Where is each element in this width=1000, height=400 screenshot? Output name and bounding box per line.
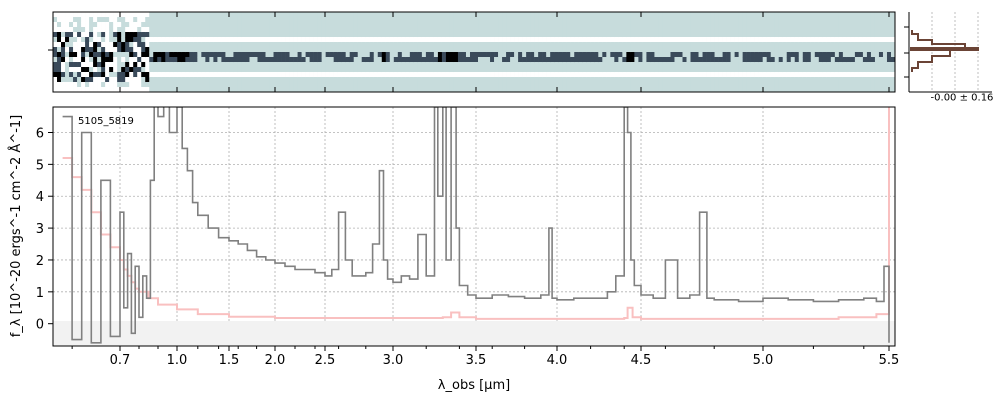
x-tick-label: 3.5 <box>466 353 487 368</box>
x-tick-label: 5.0 <box>753 353 774 368</box>
y-tick-label: 6 <box>36 126 44 141</box>
y-tick-label: 0 <box>36 318 44 333</box>
x-tick-label: 2.0 <box>265 353 286 368</box>
y-axis-label: f_λ [10^-20 ergs^-1 cm^-2 Å^-1] <box>8 115 24 338</box>
histogram-panel: -0.00 ± 0.16 <box>904 12 993 103</box>
spectrum-2d-panel <box>48 11 896 93</box>
x-tick-label: 0.7 <box>110 353 131 368</box>
x-tick-label: 1.0 <box>167 353 188 368</box>
spectrum-2d-frame <box>52 11 896 93</box>
y-tick-label: 3 <box>36 222 44 237</box>
histogram-label: -0.00 ± 0.16 <box>931 92 994 103</box>
x-tick-label: 1.5 <box>219 353 240 368</box>
x-tick-label: 3.0 <box>383 353 404 368</box>
y-tick-label: 4 <box>36 190 44 205</box>
y-tick-label: 2 <box>36 254 44 269</box>
x-tick-label: 2.5 <box>315 353 336 368</box>
flux-spectrum-line <box>62 107 890 344</box>
y-tick-label: 5 <box>36 158 44 173</box>
x-axis-label: λ_obs [μm] <box>438 378 510 393</box>
object-id-label: 5105_5819 <box>78 116 134 127</box>
x-tick-label: 4.0 <box>547 353 568 368</box>
x-tick-label: 5.5 <box>879 353 900 368</box>
y-tick-label: 1 <box>36 286 44 301</box>
spectrum-1d-frame <box>52 106 896 347</box>
spectrum-1d-panel: 0.7 1.0 1.5 2.0 2.5 3.0 3.5 4.0 4.5 5.0 5.5 0 1 2 3 4 5 6… <box>8 106 900 393</box>
histogram-peak <box>910 47 979 51</box>
zero-band <box>53 321 895 346</box>
x-tick-label: 4.5 <box>631 353 652 368</box>
